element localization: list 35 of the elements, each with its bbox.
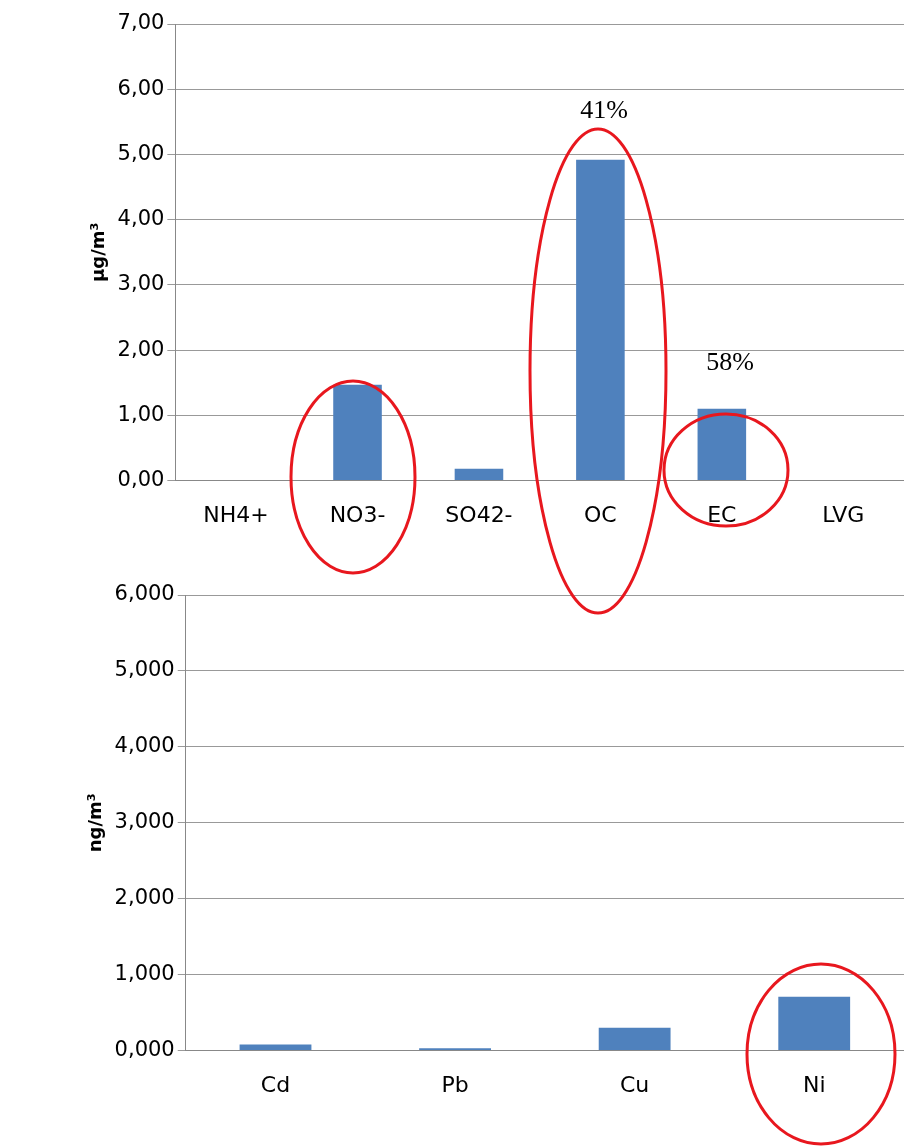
y-axis-title: µg/m³	[87, 222, 109, 282]
y-tick-label: 2,00	[117, 336, 165, 361]
x-tick-label: EC	[707, 501, 737, 527]
bar	[697, 408, 747, 481]
x-tick-label: Pb	[441, 1071, 469, 1097]
x-tick-label: Cu	[619, 1071, 650, 1097]
y-tick-label: 5,000	[114, 657, 175, 682]
y-tick-label: 4,000	[114, 733, 175, 758]
x-tick-label: OC	[584, 501, 617, 527]
bar	[778, 996, 851, 1051]
y-tick-label: 6,00	[117, 75, 165, 100]
x-tick-label: NO3-	[329, 501, 386, 527]
y-tick-label: 4,00	[117, 206, 165, 231]
y-tick-label: 2,000	[114, 885, 175, 910]
y-tick-label: 0,000	[114, 1037, 175, 1062]
x-tick-label: LVG	[822, 501, 865, 527]
y-tick-label: 3,00	[117, 271, 165, 296]
bar	[454, 468, 504, 481]
annotation: 58%	[706, 347, 754, 377]
y-tick-label: 3,000	[114, 809, 175, 834]
y-tick-label: 5,00	[117, 140, 165, 165]
y-axis-title: ng/m³	[84, 793, 106, 853]
y-tick-label: 1,000	[114, 961, 175, 986]
x-tick-label: Cd	[260, 1071, 291, 1097]
x-tick-label: NH4+	[203, 501, 269, 527]
x-tick-label: Ni	[802, 1071, 826, 1097]
bar	[333, 384, 382, 481]
y-tick-label: 7,00	[117, 10, 165, 35]
bar	[598, 1027, 671, 1051]
bar	[576, 159, 625, 481]
y-tick-label: 1,00	[117, 401, 165, 426]
annotation: 41%	[580, 95, 628, 125]
y-tick-label: 6,000	[114, 581, 175, 606]
x-tick-label: SO42-	[445, 501, 513, 527]
y-tick-label: 0,00	[117, 467, 165, 492]
